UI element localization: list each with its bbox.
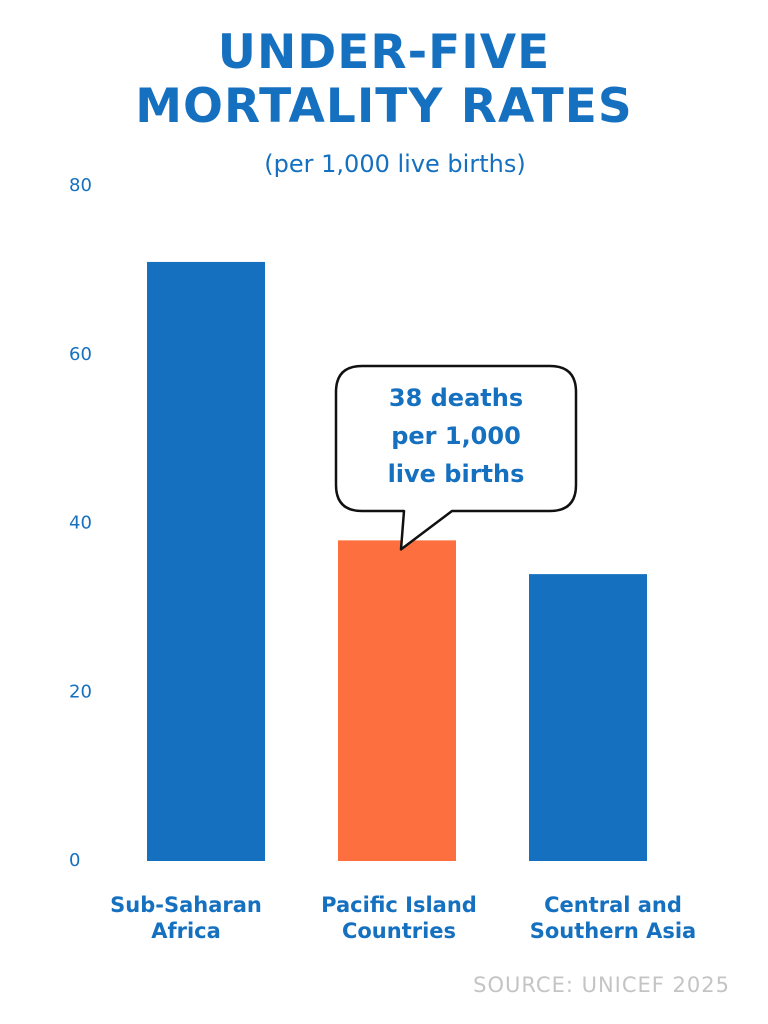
chart-title: UNDER-FIVE MORTALITY RATES — [0, 26, 768, 134]
y-tick-label: 80 — [69, 175, 92, 196]
chart-subtitle: (per 1,000 live births) — [264, 150, 526, 178]
bar-2 — [338, 540, 456, 861]
title-line-1: UNDER-FIVE — [217, 25, 551, 80]
bar-3 — [529, 574, 647, 861]
x-tick-label: Sub-Saharan — [110, 893, 262, 917]
source-note: SOURCE: UNICEF 2025 — [473, 973, 730, 997]
x-tick-label: Southern Asia — [530, 919, 696, 943]
x-tick-label: Pacific Island — [321, 893, 477, 917]
y-tick-label: 40 — [69, 513, 92, 534]
x-tick-label: Africa — [151, 919, 221, 943]
x-tick-label: Countries — [342, 919, 456, 943]
title-line-2: MORTALITY RATES — [135, 79, 633, 134]
callout-text-line: per 1,000 — [391, 422, 521, 450]
y-tick-label: 20 — [69, 681, 92, 702]
y-tick-label: 0 — [69, 850, 80, 871]
callout-bubble — [334, 364, 578, 551]
x-tick-label: Central and — [544, 893, 682, 917]
y-tick-label: 60 — [69, 344, 92, 365]
callout-text-line: 38 deaths — [389, 384, 523, 412]
bar-1 — [147, 261, 265, 861]
callout-text-line: live births — [388, 460, 525, 488]
